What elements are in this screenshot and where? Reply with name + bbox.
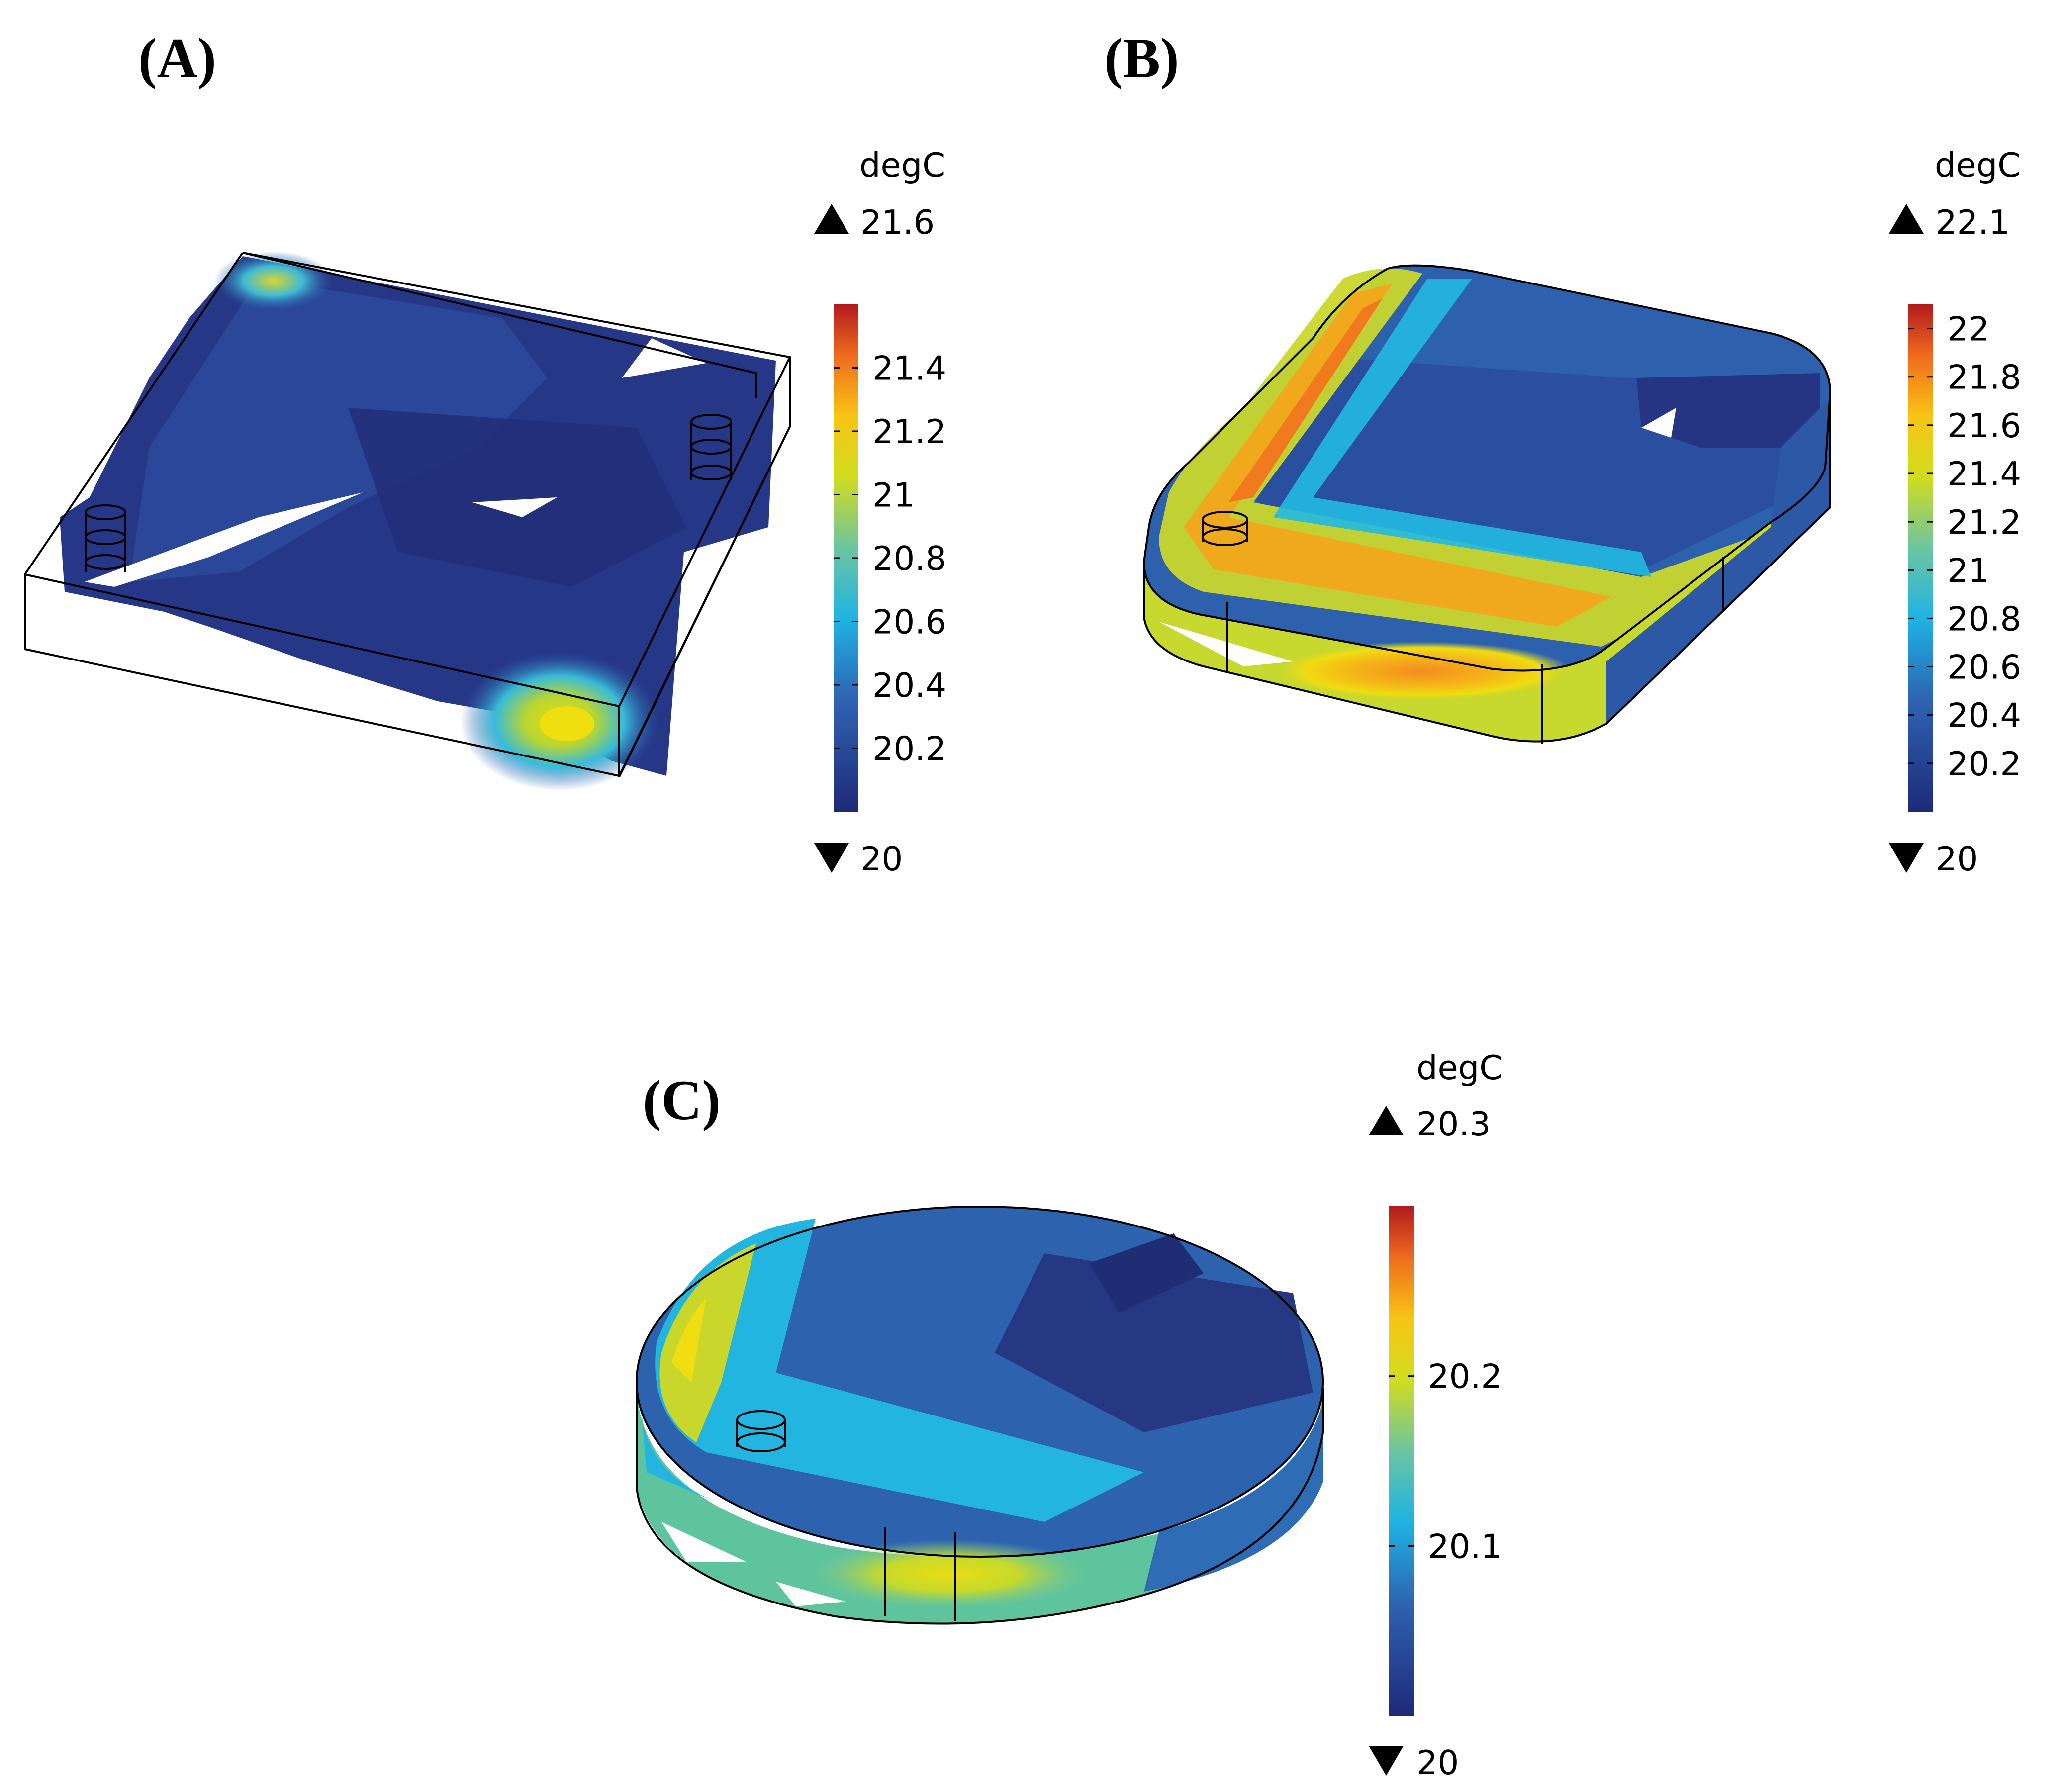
colorbar-tick-label: 20.4 [1947,696,2021,735]
panel-c: (C) [636,1048,1502,1782]
colorbar-tick-label: 20.6 [872,603,946,642]
panel-c-temperature-plot [636,1206,1324,1625]
min-triangle-icon [814,843,849,873]
colorbar-tick-label: 20.8 [872,539,946,578]
colorbar-tick-label: 21 [872,476,915,515]
colorbar-tick-label: 20.8 [1947,599,2021,638]
colorbar-tick-label: 21.2 [1947,503,2021,542]
panel-b-label: (B) [1104,27,1179,90]
colorbar-tick-label: 20.1 [1428,1527,1502,1566]
panel-c-max-label: 20.3 [1416,1105,1491,1143]
colorbar-tick-label: 21.6 [1947,406,2021,445]
panel-a: (A) [24,27,946,878]
min-triangle-icon [1369,1746,1404,1776]
max-triangle-icon [1369,1106,1404,1135]
panel-b-colorbar: degC 22.1 22 21.8 21.6 21.4 21.2 21 20.8 20.6 20… [1889,146,2021,878]
panel-b: (B) [1104,27,2021,878]
colorbar-tick-label: 20.2 [872,730,946,768]
colorbar-tick-label: 21.8 [1947,358,2021,397]
panel-a-min-label: 20 [860,840,903,878]
panel-c-colorbar-gradient [1389,1206,1414,1716]
panel-b-inlet-cylinder-icon [1202,511,1248,546]
panel-c-label: (C) [643,1069,721,1132]
colorbar-tick-label: 20.2 [1947,745,2021,783]
panel-a-temperature-plot [24,251,791,791]
panel-a-colorbar-ticks: 21.4 21.2 21 20.8 20.6 20.4 20.2 [834,349,946,768]
panel-b-temperature-plot [1142,264,1832,744]
colorbar-tick-label: 20.6 [1947,648,2021,687]
panel-b-max-label: 22.1 [1936,203,2010,242]
max-triangle-icon [1889,204,1924,234]
panel-b-unit-label: degC [1935,146,2021,185]
panel-a-label: (A) [138,27,216,90]
panel-b-colorbar-ticks: 22 21.8 21.6 21.4 21.2 21 20.8 20.6 20.4 20.2 [1908,310,2021,783]
panel-c-unit-label: degC [1416,1048,1502,1087]
colorbar-tick-label: 21.4 [872,349,946,388]
panel-c-colorbar-ticks: 20.2 20.1 [1389,1357,1502,1566]
colorbar-tick-label: 22 [1947,310,1989,349]
max-triangle-icon [814,204,849,234]
panel-a-colorbar: degC 21.6 21.4 21.2 21 20.8 20.6 20.4 20.2 20 [814,146,946,878]
min-triangle-icon [1889,843,1924,873]
panel-c-inlet-cylinder-icon [736,1410,786,1452]
inlet-cylinder-icon [85,504,126,572]
panel-a-max-label: 21.6 [860,203,935,242]
colorbar-tick-label: 21.2 [872,412,946,451]
colorbar-tick-label: 21.4 [1947,455,2021,493]
colorbar-tick-label: 20.2 [1428,1357,1502,1396]
colorbar-tick-label: 20.4 [872,666,946,705]
panel-b-min-label: 20 [1936,840,1978,878]
panel-c-min-label: 20 [1416,1743,1459,1782]
panel-b-colorbar-gradient [1908,304,1933,812]
colorbar-tick-label: 21 [1947,551,1989,590]
outlet-cylinder-icon [690,414,732,480]
panel-c-colorbar: degC 20.3 20.2 20.1 20 [1369,1048,1502,1782]
panel-a-unit-label: degC [859,146,945,185]
